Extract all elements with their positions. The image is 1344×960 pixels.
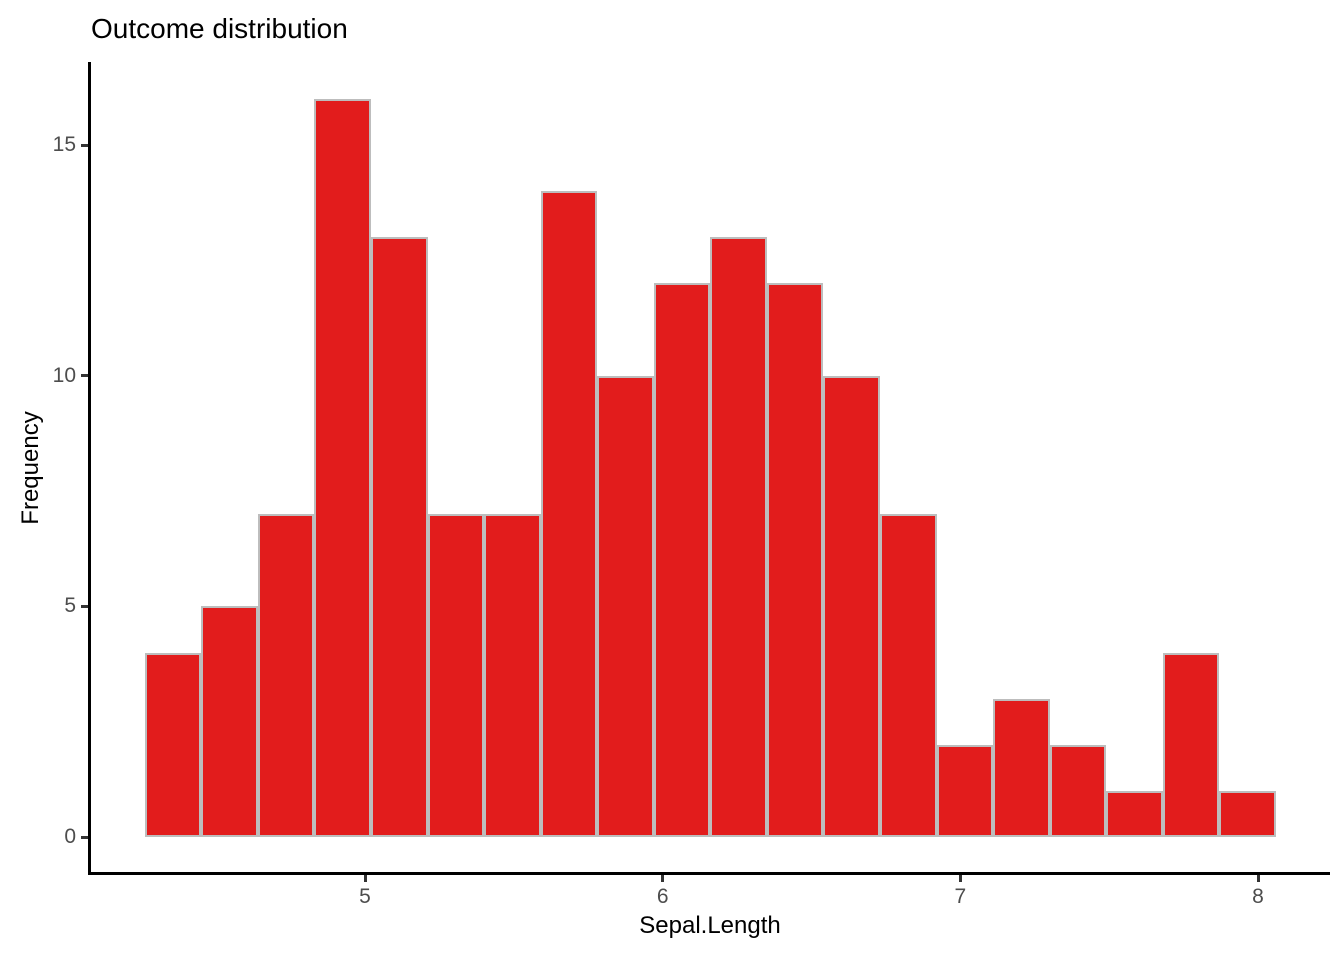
- histogram-bar: [653, 283, 711, 838]
- x-tick-label: 8: [1252, 885, 1264, 908]
- histogram-bar: [484, 514, 541, 838]
- histogram-bar: [370, 237, 428, 838]
- x-tick-label: 6: [656, 885, 669, 908]
- histogram-bar: [993, 698, 1050, 838]
- y-tick-mark: [81, 374, 88, 378]
- histogram-bar: [257, 514, 315, 838]
- y-tick-mark: [81, 143, 88, 147]
- histogram-bar: [1219, 790, 1276, 838]
- x-axis-line: [88, 872, 1330, 875]
- histogram-bar: [1162, 652, 1220, 838]
- y-axis-label: Frequency: [17, 411, 44, 525]
- histogram-bar: [144, 652, 202, 838]
- x-tick-label: 7: [954, 885, 967, 908]
- x-tick-mark: [363, 875, 367, 882]
- histogram-bar: [879, 514, 937, 838]
- histogram-bar: [710, 237, 767, 838]
- y-tick-label: 0: [64, 825, 76, 849]
- histogram-bar: [936, 744, 994, 838]
- histogram-bar: [1049, 744, 1107, 838]
- y-tick-mark: [81, 604, 88, 608]
- plot-panel: [90, 62, 1330, 874]
- y-tick-label: 10: [52, 363, 76, 387]
- chart-title: Outcome distribution: [91, 13, 348, 44]
- histogram-bar: [597, 375, 654, 838]
- histogram-bar: [540, 191, 598, 838]
- histogram-bar: [201, 606, 258, 838]
- y-tick-label: 5: [64, 594, 76, 618]
- histogram-bar: [1106, 790, 1163, 838]
- histogram-bar: [314, 98, 371, 838]
- x-tick-label: 5: [359, 885, 371, 908]
- histogram-bar: [427, 514, 485, 838]
- histogram-bar: [823, 375, 880, 838]
- x-tick-mark: [958, 875, 962, 882]
- y-tick-mark: [81, 835, 88, 839]
- x-tick-mark: [1256, 875, 1260, 882]
- y-axis-line: [88, 62, 91, 875]
- x-tick-mark: [661, 875, 665, 882]
- histogram-bar: [766, 283, 824, 838]
- x-axis-label: Sepal.Length: [639, 912, 781, 939]
- y-tick-label: 15: [52, 133, 76, 156]
